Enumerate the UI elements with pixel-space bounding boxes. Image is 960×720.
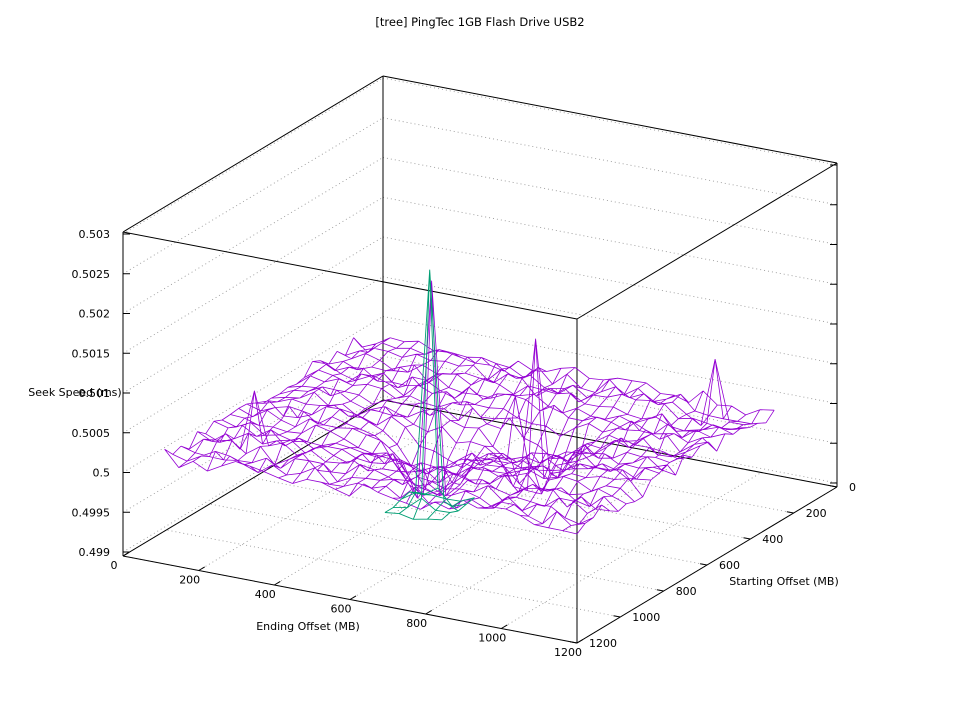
surface-mesh-purple	[164, 280, 775, 535]
wall-grid	[122, 77, 838, 553]
z-tick-label: 0.502	[79, 308, 111, 321]
purple-mesh	[164, 280, 775, 535]
x-tick-label: 1200	[554, 646, 582, 659]
z-tick-label: 0.5025	[72, 268, 111, 281]
plot-box-frame	[122, 75, 838, 644]
tick-marks	[122, 164, 838, 644]
z-tick-label: 0.5005	[72, 427, 111, 440]
x-tick-label: 400	[255, 588, 276, 601]
axis-ticks	[122, 164, 838, 644]
y-tick-label: 400	[762, 533, 783, 546]
z-tick-label: 0.4995	[72, 506, 111, 519]
wall-gridlines	[122, 77, 838, 553]
z-tick-label: 0.503	[79, 228, 111, 241]
x-axis-label: Ending Offset (MB)	[256, 620, 360, 633]
chart-title-group: [tree] PingTec 1GB Flash Drive USB2	[375, 15, 584, 29]
tick-labels: 0 200 400 600 800 1000 1200 0 200 400 600 800 1000 12…	[72, 228, 857, 659]
z-tick-label: 0.5	[93, 467, 111, 480]
y-axis-label: Starting Offset (MB)	[729, 575, 839, 588]
y-tick-label: 1200	[589, 637, 617, 650]
surface-mesh-green	[384, 269, 475, 521]
y-tick-label: 0	[849, 481, 856, 494]
x-tick-label: 800	[406, 617, 427, 630]
chart-title: [tree] PingTec 1GB Flash Drive USB2	[375, 15, 584, 29]
x-tick-label: 600	[331, 603, 352, 616]
y-tick-label: 200	[806, 507, 827, 520]
z-tick-label: 0.499	[79, 546, 111, 559]
box-edges	[122, 75, 838, 644]
z-axis-label: Seek Speed (ms)	[28, 386, 121, 399]
axis-labels: Seek Speed (ms) Ending Offset (MB) Start…	[28, 386, 838, 633]
x-tick-label: 0	[111, 559, 118, 572]
y-tick-label: 600	[719, 559, 740, 572]
y-tick-label: 800	[676, 585, 697, 598]
z-tick-label: 0.501	[79, 387, 111, 400]
y-tick-label: 1000	[632, 611, 660, 624]
z-tick-label: 0.5015	[72, 347, 111, 360]
green-mesh	[384, 269, 475, 521]
x-tick-label: 1000	[478, 632, 506, 645]
x-tick-label: 200	[179, 574, 200, 587]
